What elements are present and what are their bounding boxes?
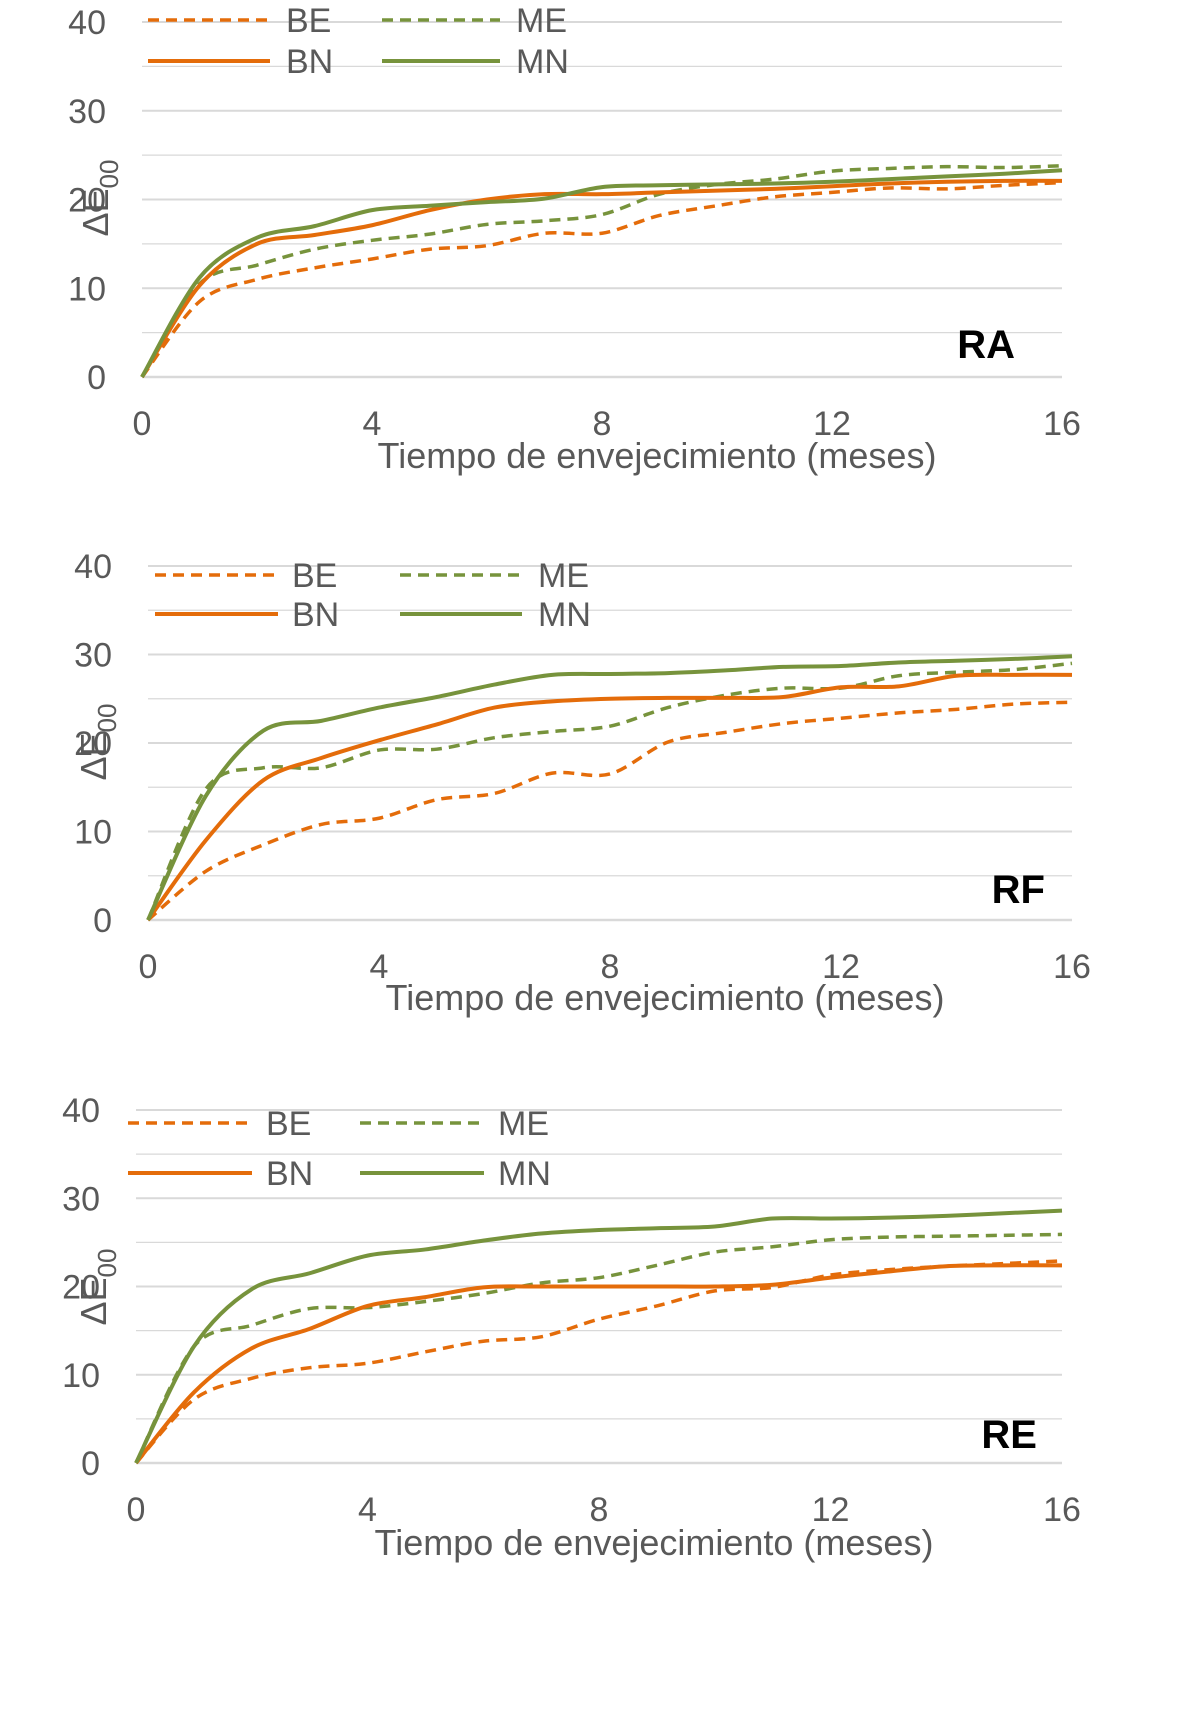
legend-label-me: ME <box>516 2 567 40</box>
chart-panel-rf: 0 10 20 30 40 0 4 8 12 16 Tiempo de envejecimiento… <box>73 548 1091 1018</box>
y-tick-label: 0 <box>87 359 106 397</box>
y-tick-label: 30 <box>62 1180 100 1218</box>
y-tick-label: 10 <box>62 1357 100 1395</box>
x-tick-label: 4 <box>363 405 382 443</box>
x-tick-label: 0 <box>127 1491 146 1529</box>
legend-label-me: ME <box>538 557 589 595</box>
legend: BE ME BN MN <box>155 557 591 634</box>
legend: BE ME BN MN <box>128 1105 551 1193</box>
series-line-bn <box>146 672 1073 922</box>
y-tick-label: 40 <box>62 1092 100 1130</box>
series-line-be <box>146 700 1073 922</box>
y-tick-label: 10 <box>74 814 112 852</box>
legend: BE ME BN MN <box>148 2 569 81</box>
y-tick-label: 40 <box>74 548 112 586</box>
series-line-be <box>140 180 1063 379</box>
legend-label-bn: BN <box>266 1155 313 1193</box>
series-line-be <box>134 1259 1063 1465</box>
series-line-mn <box>140 168 1063 379</box>
legend-label-be: BE <box>266 1105 311 1143</box>
panel-label: RE <box>981 1413 1037 1457</box>
series-line-bn <box>134 1263 1063 1465</box>
series-line-mn <box>146 654 1073 921</box>
y-axis-title: ΔE00 <box>73 1249 122 1326</box>
x-tick-label: 16 <box>1043 1491 1081 1529</box>
x-tick-label: 0 <box>133 405 152 443</box>
x-axis-title: Tiempo de envejecimiento (meses) <box>378 435 937 476</box>
legend-label-mn: MN <box>516 43 569 81</box>
y-axis-title-main: ΔE <box>73 732 114 780</box>
legend-label-mn: MN <box>498 1155 551 1193</box>
y-axis-title-subscript: 00 <box>94 160 124 189</box>
y-axis-title: ΔE00 <box>73 704 122 781</box>
series-line-me <box>134 1232 1063 1464</box>
x-tick-label: 16 <box>1043 405 1081 443</box>
chart-panel-re: 0 10 20 30 40 0 4 8 12 16 Tiempo de envejecimiento… <box>62 1092 1081 1563</box>
y-tick-label: 0 <box>93 902 112 940</box>
x-tick-label: 0 <box>139 948 158 986</box>
panel-label: RF <box>992 868 1045 912</box>
legend-label-mn: MN <box>538 596 591 634</box>
x-tick-label: 8 <box>601 948 620 986</box>
x-tick-label: 12 <box>812 1491 850 1529</box>
y-axis-title-main: ΔE <box>75 188 116 236</box>
legend-label-me: ME <box>498 1105 549 1143</box>
x-tick-label: 12 <box>813 405 851 443</box>
x-axis-title: Tiempo de envejecimiento (meses) <box>375 1522 934 1563</box>
x-tick-label: 4 <box>358 1491 377 1529</box>
y-tick-label: 10 <box>68 270 106 308</box>
x-tick-label: 16 <box>1053 948 1091 986</box>
chart-panel-ra: 0 10 20 30 40 0 4 8 12 16 Tiempo de envejecimiento… <box>68 2 1081 476</box>
y-axis-title-subscript: 00 <box>92 1249 122 1278</box>
legend-label-bn: BN <box>292 596 339 634</box>
series-line-mn <box>134 1208 1063 1464</box>
panel-label: RA <box>957 323 1015 367</box>
series-line-me <box>146 661 1073 921</box>
x-axis-title: Tiempo de envejecimiento (meses) <box>386 977 945 1018</box>
x-tick-label: 8 <box>590 1491 609 1529</box>
y-axis-title-main: ΔE <box>73 1277 114 1325</box>
legend-label-bn: BN <box>286 43 333 81</box>
x-tick-label: 8 <box>593 405 612 443</box>
y-tick-label: 20 <box>68 182 106 220</box>
y-tick-label: 30 <box>74 637 112 675</box>
x-tick-label: 4 <box>370 948 389 986</box>
y-tick-label: 0 <box>81 1445 100 1483</box>
y-axis-title: ΔE00 <box>75 160 124 237</box>
y-tick-label: 20 <box>62 1269 100 1307</box>
y-tick-label: 20 <box>74 725 112 763</box>
series-line-bn <box>140 178 1063 379</box>
y-tick-label: 40 <box>68 4 106 42</box>
y-tick-label: 30 <box>68 93 106 131</box>
series-line-me <box>140 164 1063 378</box>
y-axis-title-subscript: 00 <box>92 704 122 733</box>
legend-label-be: BE <box>292 557 337 595</box>
legend-label-be: BE <box>286 2 331 40</box>
x-tick-label: 12 <box>822 948 860 986</box>
